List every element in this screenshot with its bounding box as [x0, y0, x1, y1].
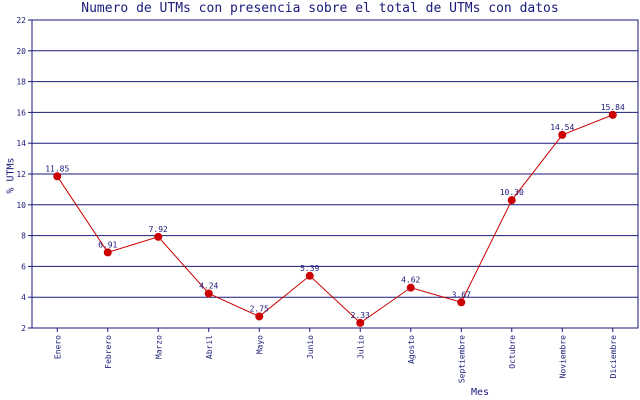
data-point [255, 312, 264, 321]
data-point [204, 289, 213, 298]
data-label: 3.67 [452, 290, 471, 299]
data-point [305, 271, 314, 280]
data-point [608, 110, 617, 119]
data-label: 2.33 [351, 311, 370, 320]
data-label: 6.91 [98, 240, 117, 249]
x-tick-label: Agosto [407, 335, 416, 364]
y-tick-label: 2 [21, 324, 26, 333]
data-label: 10.30 [500, 188, 524, 197]
y-tick-label: 6 [21, 262, 26, 271]
x-tick-label: Febrero [104, 335, 113, 369]
x-tick-label: Julio [356, 335, 365, 359]
x-axis-label: Mes [470, 387, 490, 398]
y-tick-label: 16 [16, 108, 26, 117]
data-point [558, 130, 567, 139]
data-point [154, 232, 163, 241]
data-label: 5.39 [300, 264, 319, 273]
y-tick-label: 20 [16, 47, 26, 56]
series-line [56, 114, 613, 324]
y-axis-label: % UTMs [5, 157, 17, 194]
data-point [103, 248, 112, 257]
data-label: 7.92 [149, 225, 168, 234]
y-tick-label: 14 [16, 139, 26, 148]
data-label: 4.24 [199, 282, 218, 291]
data-point [356, 318, 365, 327]
y-tick-label: 12 [16, 170, 26, 179]
x-tick-label: Mayo [255, 335, 264, 354]
y-tick-label: 18 [16, 78, 26, 87]
chart-title: Numero de UTMs con presencia sobre el to… [81, 1, 559, 16]
x-tick-label: Enero [53, 335, 62, 359]
data-point [406, 283, 415, 292]
x-tick-label: Abril [205, 335, 214, 359]
x-tick-label: Diciembre [609, 335, 618, 379]
data-label: 15.84 [601, 103, 625, 112]
data-label: 4.62 [401, 276, 420, 285]
x-tick-label: Septiembre [457, 335, 466, 383]
x-tick-label: Junio [306, 335, 315, 359]
x-tick-label: Marzo [154, 335, 163, 359]
y-tick-label: 8 [21, 232, 26, 241]
data-label: 2.75 [250, 304, 269, 313]
data-point [53, 172, 62, 181]
data-point [507, 196, 516, 205]
data-point [457, 298, 466, 307]
data-label: 14.54 [550, 123, 574, 132]
y-tick-label: 4 [21, 293, 26, 302]
x-tick-label: Noviembre [558, 335, 567, 379]
x-tick-label: Octubre [508, 335, 517, 369]
data-label: 11.85 [45, 164, 69, 173]
y-tick-label: 10 [16, 201, 26, 210]
y-tick-label: 22 [16, 16, 26, 25]
